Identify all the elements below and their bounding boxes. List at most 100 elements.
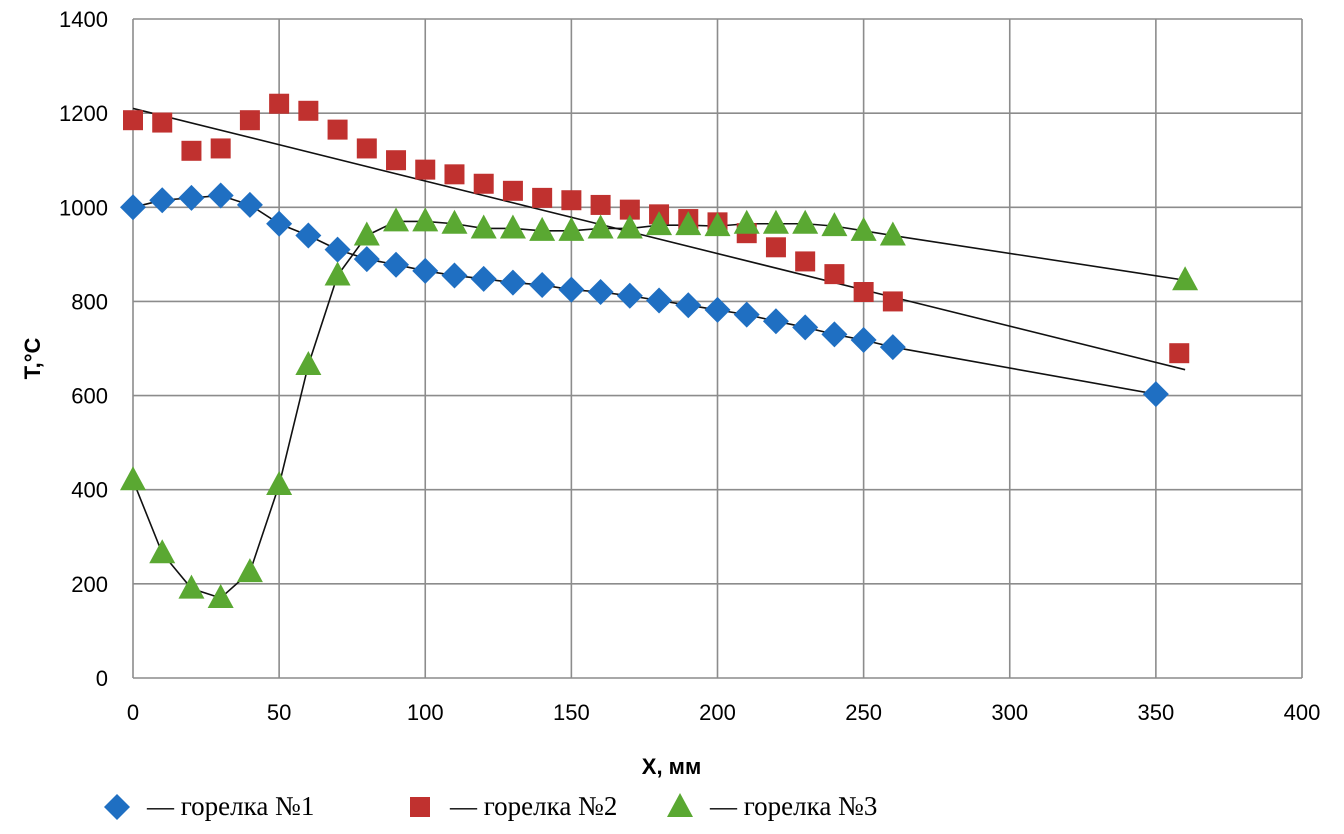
trend-line-3 — [132, 220, 1186, 599]
x-tick-label: 50 — [267, 700, 291, 725]
point-series-3 — [529, 216, 556, 241]
point-series-2 — [882, 291, 903, 312]
point-series-2 — [590, 194, 611, 215]
point-series-3 — [704, 212, 731, 237]
point-series-1 — [149, 187, 176, 214]
point-series-1 — [412, 257, 439, 284]
trend-line-2 — [132, 107, 1186, 371]
point-series-2 — [444, 164, 465, 185]
y-tick-label: 600 — [71, 384, 108, 409]
point-series-3 — [733, 209, 760, 234]
point-series-1 — [879, 334, 906, 361]
x-axis-label: X, мм — [642, 754, 701, 779]
point-series-2 — [123, 110, 143, 131]
point-series-2 — [152, 112, 173, 133]
point-series-1 — [236, 191, 263, 218]
point-series-3 — [149, 539, 176, 564]
point-series-1 — [675, 292, 702, 319]
legend-marker-2 — [410, 797, 430, 817]
point-series-3 — [646, 211, 673, 236]
point-series-1 — [120, 194, 146, 221]
point-series-3 — [295, 350, 322, 375]
point-series-1 — [324, 236, 351, 263]
y-tick-label: 400 — [71, 478, 108, 503]
point-series-3 — [383, 207, 410, 232]
x-tick-label: 350 — [1138, 700, 1175, 725]
point-series-1 — [733, 301, 760, 328]
point-series-2 — [765, 237, 786, 258]
point-series-3 — [850, 216, 877, 241]
legend-label-3: — горелка №3 — [709, 791, 877, 821]
y-tick-label: 1200 — [59, 101, 108, 126]
data-points — [120, 93, 1199, 608]
point-series-2 — [502, 180, 523, 201]
point-series-1 — [266, 210, 293, 237]
point-series-3 — [120, 466, 146, 491]
point-series-3 — [470, 214, 497, 239]
point-series-2 — [356, 138, 377, 159]
point-series-2 — [1169, 343, 1190, 364]
point-series-1 — [792, 314, 819, 341]
point-series-3 — [441, 209, 468, 234]
point-series-3 — [207, 583, 234, 608]
point-series-3 — [1172, 266, 1199, 291]
point-series-3 — [675, 211, 702, 236]
point-series-2 — [853, 282, 874, 303]
point-series-2 — [298, 100, 319, 121]
point-series-1 — [1142, 381, 1169, 408]
y-tick-label: 1000 — [59, 195, 108, 220]
point-series-1 — [529, 271, 556, 298]
point-series-1 — [383, 251, 410, 278]
point-series-3 — [792, 209, 819, 234]
point-series-3 — [587, 214, 614, 239]
point-series-3 — [266, 471, 293, 496]
point-series-2 — [561, 190, 582, 211]
point-series-2 — [239, 110, 260, 131]
x-tick-label: 300 — [991, 700, 1028, 725]
point-series-3 — [762, 209, 789, 234]
point-series-2 — [619, 199, 640, 220]
point-series-1 — [587, 279, 614, 306]
point-series-1 — [558, 276, 585, 303]
point-series-1 — [178, 184, 205, 211]
x-tick-label: 250 — [845, 700, 882, 725]
y-tick-label: 800 — [71, 289, 108, 314]
x-tick-label: 100 — [407, 700, 444, 725]
point-series-2 — [386, 150, 407, 171]
tick-labels: 0 50 100 150 200 250 300 350 400 0 200 400 600 800 100… — [59, 7, 1320, 725]
point-series-2 — [210, 138, 231, 159]
point-series-2 — [415, 159, 436, 180]
point-series-3 — [412, 207, 439, 232]
y-tick-label: 1400 — [59, 7, 108, 32]
legend-marker-1 — [104, 794, 130, 820]
y-tick-label: 0 — [96, 666, 108, 691]
trend-lines — [132, 107, 1186, 599]
point-series-3 — [499, 214, 526, 239]
point-series-1 — [616, 282, 643, 309]
x-tick-label: 400 — [1284, 700, 1321, 725]
point-series-1 — [646, 287, 673, 314]
point-series-1 — [470, 265, 497, 292]
x-tick-label: 0 — [127, 700, 139, 725]
point-series-2 — [181, 140, 202, 161]
point-series-1 — [704, 296, 731, 323]
legend-item-2: — горелка №2 — [410, 791, 617, 821]
point-series-1 — [762, 308, 789, 335]
point-series-2 — [532, 187, 553, 208]
x-tick-label: 150 — [553, 700, 590, 725]
point-series-1 — [499, 269, 526, 296]
legend-item-3: — горелка №3 — [667, 791, 877, 821]
point-series-3 — [879, 221, 906, 246]
point-series-2 — [327, 119, 348, 140]
y-tick-label: 200 — [71, 572, 108, 597]
point-series-1 — [441, 262, 468, 289]
point-series-3 — [616, 214, 643, 239]
point-series-2 — [473, 173, 494, 194]
point-series-1 — [207, 182, 234, 209]
x-tick-label: 200 — [699, 700, 736, 725]
point-series-2 — [269, 93, 290, 114]
point-series-3 — [353, 221, 380, 246]
point-series-3 — [558, 216, 585, 241]
point-series-3 — [236, 558, 263, 583]
